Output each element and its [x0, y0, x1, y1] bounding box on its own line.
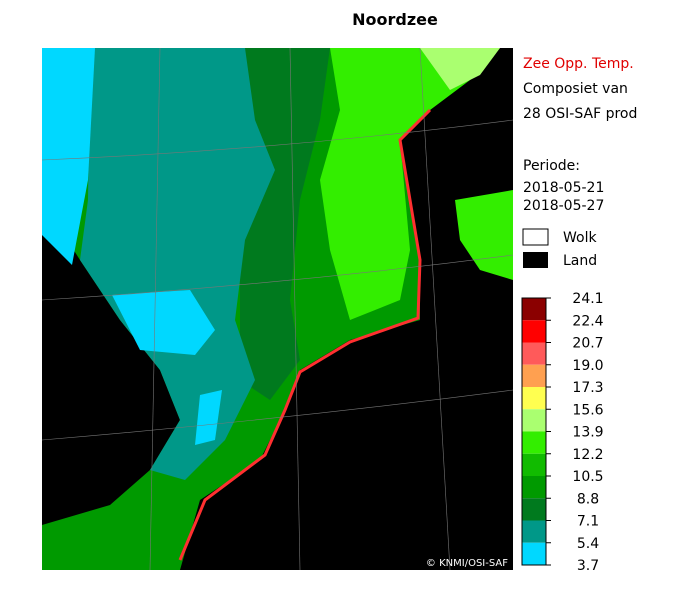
tick-label: 20.7 — [572, 336, 603, 352]
color-bin — [522, 453, 546, 476]
tick-label: 19.0 — [572, 358, 603, 374]
tick-label: 10.5 — [572, 469, 603, 485]
land-label: Land — [563, 253, 597, 269]
legend-line: 28 OSI-SAF prod — [523, 106, 637, 122]
sea-coldest — [42, 48, 95, 265]
tick-label: 3.7 — [577, 558, 599, 574]
color-bin — [522, 520, 546, 543]
color-bin — [522, 364, 546, 387]
tick-label: 24.1 — [572, 291, 603, 307]
parameter: Zee Opp. Temp. — [523, 56, 634, 72]
period-start: 2018-05-21 — [523, 180, 604, 196]
period-end: 2018-05-27 — [523, 198, 604, 214]
color-bin — [522, 387, 546, 410]
sea-cool — [240, 48, 330, 400]
tick-label: 17.3 — [572, 380, 603, 396]
color-bin — [522, 298, 546, 321]
title: Noordzee — [352, 10, 438, 29]
color-bin — [522, 476, 546, 499]
color-bin — [522, 342, 546, 365]
baltic — [455, 190, 513, 280]
sea-coldest — [195, 390, 222, 445]
tick-label: 7.1 — [577, 514, 599, 530]
color-bin — [522, 542, 546, 565]
color-bin — [522, 320, 546, 343]
tick-label: 15.6 — [572, 402, 603, 418]
cloud-label: Wolk — [563, 230, 597, 246]
map: © KNMI/OSI-SAF — [41, 47, 514, 571]
tick-label: 22.4 — [572, 313, 603, 329]
tick-label: 5.4 — [577, 536, 599, 552]
color-bin — [522, 431, 546, 454]
color-bin — [522, 498, 546, 521]
graticule — [41, 47, 514, 571]
sea-warm — [320, 48, 500, 320]
tick-label: 8.8 — [577, 491, 599, 507]
sea-cold — [80, 48, 275, 480]
colorbar: 24.1 22.4 20.7 19.0 17.3 15.6 13.9 12.2 10.5 8.8 7… — [521, 291, 604, 574]
land-swatch — [523, 252, 548, 268]
color-bin — [522, 409, 546, 432]
england — [42, 260, 170, 515]
cloud-swatch — [522, 228, 549, 246]
coast-warm — [178, 108, 432, 561]
credit: © KNMI/OSI-SAF — [426, 558, 508, 569]
sea-coldest — [112, 290, 215, 355]
period-label: Periode: — [523, 158, 580, 174]
colorbar-frame — [521, 297, 547, 566]
tick-label: 12.2 — [572, 447, 603, 463]
legend-line: Composiet van — [523, 81, 628, 97]
sea-warmer — [420, 48, 500, 90]
tick-label: 13.9 — [572, 425, 603, 441]
